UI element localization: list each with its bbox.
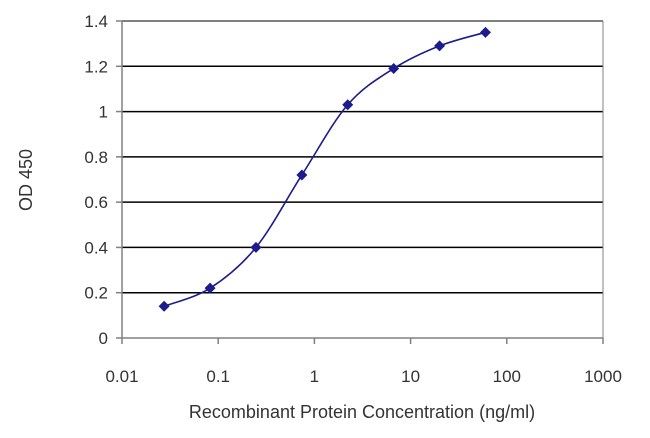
y-tick-label-0: 0 (99, 329, 108, 348)
y-axis-title: OD 450 (16, 149, 36, 211)
x-tick-label-2: 1 (310, 367, 319, 386)
plot-area (122, 21, 603, 338)
data-point-1 (204, 282, 216, 294)
y-tick-label-6: 1.2 (84, 57, 108, 76)
x-tick-label-1: 0.1 (206, 367, 230, 386)
y-tick-label-3: 0.6 (84, 193, 108, 212)
data-point-6 (434, 40, 446, 52)
data-point-3 (296, 169, 308, 181)
x-tick-label-3: 10 (401, 367, 420, 386)
series-layer (158, 26, 491, 312)
x-tick-label-4: 100 (493, 367, 521, 386)
x-tick-labels: 0.01 0.1 1 10 100 1000 (105, 367, 621, 386)
data-point-2 (250, 241, 262, 253)
data-point-7 (479, 26, 491, 38)
data-point-5 (388, 63, 400, 75)
y-tick-label-4: 0.8 (84, 148, 108, 167)
data-point-0 (158, 300, 170, 312)
y-tick-label-5: 1 (99, 103, 108, 122)
series-line-0 (163, 31, 486, 308)
x-tick-label-5: 1000 (584, 367, 622, 386)
y-tick-label-7: 1.4 (84, 12, 108, 31)
y-tick-labels: 0 0.2 0.4 0.6 0.8 1 1.2 1.4 (84, 12, 108, 348)
x-axis-title: Recombinant Protein Concentration (ng/ml… (189, 402, 535, 422)
y-tick-label-1: 0.2 (84, 284, 108, 303)
axes (116, 20, 604, 344)
data-point-4 (342, 99, 354, 111)
y-tick-label-2: 0.4 (84, 238, 108, 257)
x-tick-label-0: 0.01 (105, 367, 138, 386)
